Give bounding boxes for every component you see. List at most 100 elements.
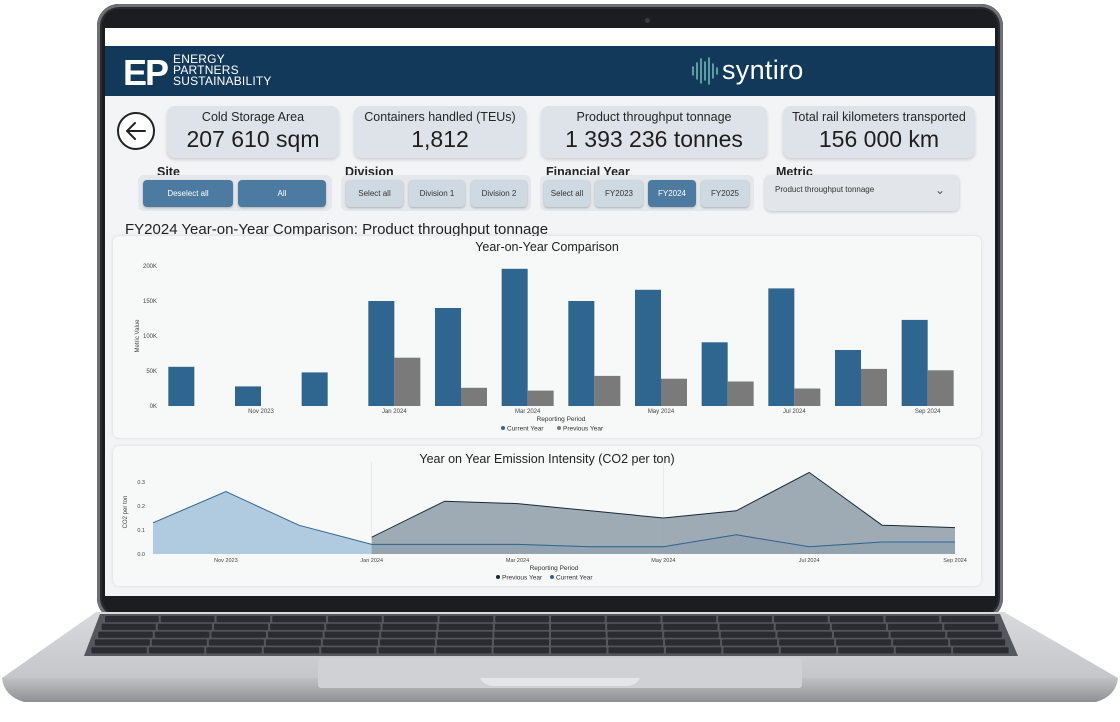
key — [382, 623, 437, 630]
brand-line-3: SUSTAINABILITY — [173, 74, 272, 88]
previous-year-bar — [861, 368, 887, 406]
yoy-bar-chart: 0K 50K 100K 150K 200K Metric Value Nov 2023 Jan… — [135, 264, 954, 433]
y-tick-label: 100K — [143, 334, 157, 340]
x-tick-label: Jul 2024 — [783, 409, 806, 415]
key — [895, 647, 952, 654]
key — [723, 647, 779, 654]
kpi-containers: Containers handled (TEUs) 1,812 — [354, 106, 526, 158]
fy2025-button[interactable]: FY2025 — [701, 180, 749, 207]
key — [494, 623, 549, 630]
key — [378, 647, 435, 654]
key — [888, 623, 943, 630]
key — [493, 639, 549, 646]
key — [322, 639, 378, 646]
current-year-bar — [835, 350, 861, 406]
key — [944, 623, 999, 630]
current-year-bar — [368, 301, 395, 406]
x-tick-label: Jul 2024 — [799, 558, 820, 564]
kpi-value: 1 393 236 tonnes — [565, 126, 743, 152]
x-tick-label: Sep 2024 — [943, 558, 967, 564]
site-all-button[interactable]: All — [238, 180, 326, 207]
key — [495, 616, 549, 623]
yoy-chart-panel: Year-on-Year Comparison 0K 50K 100K 150K 200… — [113, 236, 981, 438]
x-tick-label: May 2024 — [651, 558, 675, 564]
dashboard-screen: EP ENERGY PARTNERS SUSTAINABILITY syntir… — [105, 28, 995, 596]
kpi-title: Total rail kilometers transported — [792, 110, 966, 124]
y-tick-label: 50K — [146, 369, 157, 375]
kpi-value: 1,812 — [411, 126, 469, 152]
key — [665, 639, 721, 646]
x-tick-label: Jan 2024 — [360, 558, 383, 564]
key — [608, 647, 664, 654]
legend-marker — [550, 575, 554, 579]
key — [436, 639, 492, 646]
previous-year-bar — [661, 378, 687, 406]
previous-year-bar — [394, 357, 421, 406]
key — [551, 647, 607, 654]
emission-chart-panel: Year on Year Emission Intensity (CO2 per… — [113, 446, 981, 586]
key — [157, 623, 212, 630]
x-tick-label: Sep 2024 — [915, 409, 941, 415]
brand-line-1: ENERGY — [173, 52, 225, 66]
division-select-all-button[interactable]: Select all — [346, 180, 403, 207]
y-tick-label: 0.1 — [137, 528, 145, 534]
division-1-button[interactable]: Division 1 — [409, 180, 465, 207]
key — [551, 616, 605, 623]
metric-dropdown[interactable]: Product throughput tonnage ⌄ — [765, 175, 959, 211]
y-tick-label: 200K — [143, 264, 157, 270]
key — [437, 631, 493, 638]
key — [206, 647, 262, 654]
key — [775, 623, 830, 630]
yoy-chart-title: Year-on-Year Comparison — [475, 240, 619, 254]
key — [101, 623, 156, 630]
current-year-bar — [568, 301, 595, 406]
key — [328, 616, 382, 623]
key — [268, 631, 323, 638]
previous-year-bar — [927, 370, 954, 406]
previous-year-bar — [461, 387, 487, 406]
division-2-button[interactable]: Division 2 — [471, 180, 527, 207]
brand-line-2: PARTNERS — [173, 63, 239, 77]
key — [105, 616, 159, 623]
kpi-title: Product throughput tonnage — [576, 110, 732, 124]
section-title: FY2024 Year-on-Year Comparison: Product … — [125, 221, 549, 238]
x-tick-label: Nov 2023 — [248, 409, 274, 415]
y-tick-label: 0.2 — [137, 504, 145, 510]
key — [379, 639, 435, 646]
key — [270, 623, 325, 630]
site-deselect-all-button[interactable]: Deselect all — [143, 180, 233, 207]
key — [890, 631, 946, 638]
y-tick-label: 0.3 — [137, 480, 145, 486]
back-button[interactable] — [117, 112, 155, 150]
legend-label: Previous Year — [502, 575, 543, 582]
y-tick-label: 0.0 — [137, 552, 145, 558]
key — [663, 623, 718, 630]
key — [718, 616, 772, 623]
current-year-bar — [768, 288, 795, 406]
current-year-bar — [701, 342, 728, 406]
key — [606, 616, 661, 623]
fy-select-all-button[interactable]: Select all — [544, 180, 590, 207]
current-year-bar — [235, 386, 261, 406]
key — [324, 631, 380, 638]
legend-marker — [501, 426, 505, 430]
key — [216, 616, 271, 623]
key — [893, 639, 949, 646]
window-top-strip — [105, 28, 995, 46]
key — [381, 631, 436, 638]
x-tick-label: Mar 2024 — [515, 409, 541, 415]
kpi-cold-storage: Cold Storage Area 207 610 sqm — [167, 106, 339, 158]
kpi-title: Cold Storage Area — [201, 110, 305, 124]
fy2023-button[interactable]: FY2023 — [595, 180, 643, 207]
key — [941, 616, 995, 623]
key — [551, 631, 606, 638]
key — [665, 647, 722, 654]
key — [494, 631, 549, 638]
emission-area-chart: 0.0 0.1 0.2 0.3 CO2 per ton Nov 2023 Jan 2024 M… — [123, 462, 967, 582]
previous-year-bar — [527, 390, 554, 406]
fy2024-button[interactable]: FY2024 — [648, 180, 696, 207]
key — [154, 631, 210, 638]
legend-marker — [496, 575, 500, 579]
y-tick-label: 150K — [143, 299, 157, 305]
key — [213, 623, 269, 630]
